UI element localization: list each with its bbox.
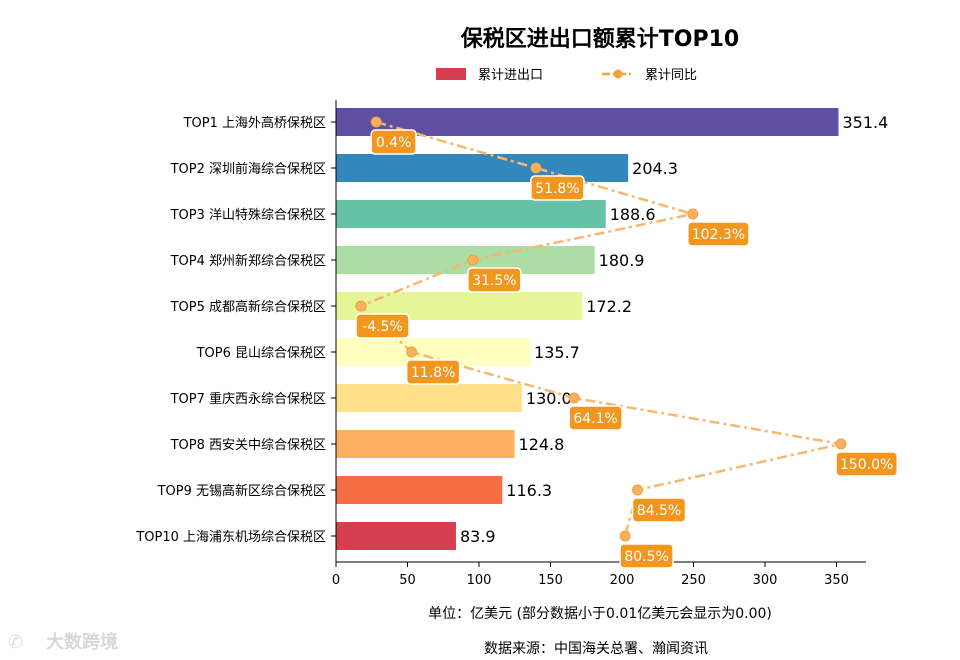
category-label: TOP5 成都高新综合保税区 [170, 299, 326, 315]
growth-marker [568, 392, 580, 404]
chart-title: 保税区进出口额累计TOP10 [460, 26, 739, 52]
growth-label-text: 80.5% [624, 549, 668, 565]
growth-label-box [530, 175, 585, 201]
x-axis-label: 单位：亿美元 (部分数据小于0.01亿美元会显示为0.00) [428, 606, 772, 622]
growth-label-box [568, 405, 623, 431]
growth-marker [687, 208, 699, 220]
growth-marker [467, 254, 479, 266]
category-label: TOP7 重庆西永综合保税区 [170, 391, 326, 407]
bar-value-label: 351.4 [843, 113, 889, 132]
legend: 累计进出口 累计同比 [436, 68, 697, 83]
growth-marker [835, 438, 847, 450]
category-label: TOP2 深圳前海综合保税区 [170, 161, 326, 177]
growth-label-box [631, 497, 687, 523]
bar-value-label: 116.3 [506, 481, 552, 500]
legend-line-marker [613, 69, 623, 79]
growth-label: 84.5% [631, 497, 687, 523]
bar [336, 246, 595, 274]
axes: 0 50 100 150 200 250 300 350 [331, 100, 866, 588]
bar-value-label: 180.9 [599, 251, 645, 270]
x-tick-label: 50 [399, 573, 416, 588]
growth-label-box [467, 267, 522, 293]
growth-marker [619, 530, 631, 542]
growth-label-text: 84.5% [637, 503, 681, 519]
x-tick-label: 200 [610, 573, 635, 588]
category-label: TOP4 郑州新郑综合保税区 [170, 253, 326, 269]
category-label: TOP3 洋山特殊综合保税区 [170, 208, 326, 223]
growth-label-text: 64.1% [573, 411, 617, 427]
x-tick-label: 150 [538, 573, 563, 588]
bar [336, 430, 515, 458]
bar-value-label: 188.6 [610, 205, 656, 224]
bar [336, 384, 522, 412]
bar-value-label: 135.7 [534, 343, 580, 362]
legend-bar-label: 累计进出口 [478, 68, 543, 83]
bar [336, 200, 606, 228]
bar [336, 476, 503, 504]
watermark-logo-icon: ✆ [8, 632, 23, 653]
value-labels: 351.4204.3188.6180.9172.2135.7130.0124.8… [460, 113, 888, 546]
bar-value-label: 83.9 [460, 527, 496, 546]
growth-label-text: 31.5% [472, 273, 516, 289]
category-labels: TOP1 上海外高桥保税区 TOP2 深圳前海综合保税区 TOP3 洋山特殊综合保税… [135, 115, 326, 545]
x-tick-label: 300 [753, 573, 778, 588]
growth-label-text: 150.0% [840, 457, 893, 473]
bar [336, 522, 456, 550]
bar-value-label: 124.8 [518, 435, 564, 454]
growth-label-text: 51.8% [535, 181, 579, 197]
growth-label-text: 102.3% [692, 227, 745, 243]
growth-marker [632, 484, 644, 496]
source-note: 数据来源：中国海关总署、瀚闻资讯 [484, 641, 708, 657]
category-label: TOP8 西安关中综合保税区 [170, 438, 326, 453]
bar-series [336, 108, 839, 550]
watermark: ✆ 大数跨境 [8, 631, 118, 653]
growth-marker [355, 300, 367, 312]
x-tick-label: 100 [467, 573, 492, 588]
category-label: TOP6 昆山综合保税区 [196, 346, 326, 361]
growth-label: 31.5% [467, 267, 522, 293]
x-tick-label: 350 [824, 573, 849, 588]
growth-line [358, 120, 842, 537]
growth-label-text: 11.8% [411, 365, 455, 381]
growth-label: 150.0% [835, 451, 898, 477]
growth-label: 11.8% [405, 359, 461, 385]
bar [336, 154, 629, 182]
growth-label: 102.3% [687, 221, 750, 247]
watermark-text: 大数跨境 [46, 631, 118, 653]
growth-label-text: -4.5% [362, 319, 403, 335]
category-label: TOP10 上海浦东机场综合保税区 [135, 530, 326, 545]
growth-label: -4.5% [355, 313, 410, 339]
growth-label-box [405, 359, 461, 385]
growth-label: 0.4% [370, 129, 417, 155]
growth-marker [530, 162, 542, 174]
growth-label-box [619, 543, 674, 569]
growth-label-box [355, 313, 410, 339]
legend-line-label: 累计同比 [645, 68, 697, 83]
bar-value-label: 172.2 [586, 297, 632, 316]
category-label: TOP9 无锡高新区综合保税区 [157, 483, 326, 499]
bar [336, 108, 839, 136]
growth-label: 51.8% [530, 175, 585, 201]
growth-label-text: 0.4% [376, 135, 412, 151]
legend-bar-swatch [436, 68, 466, 80]
growth-labels: 0.4% 51.8% 102.3% 31.5% -4.5% 11.8% 64.1% 150.0… [355, 129, 898, 569]
growth-label-box [687, 221, 750, 247]
x-tick-label: 250 [681, 573, 706, 588]
growth-label-box [835, 451, 898, 477]
growth-marker [370, 116, 382, 128]
bar-value-label: 204.3 [632, 159, 678, 178]
growth-label: 64.1% [568, 405, 623, 431]
growth-label-box [370, 129, 417, 155]
growth-label: 80.5% [619, 543, 674, 569]
x-tick-label: 0 [332, 573, 340, 588]
growth-marker [406, 346, 418, 358]
category-label: TOP1 上海外高桥保税区 [183, 115, 326, 131]
